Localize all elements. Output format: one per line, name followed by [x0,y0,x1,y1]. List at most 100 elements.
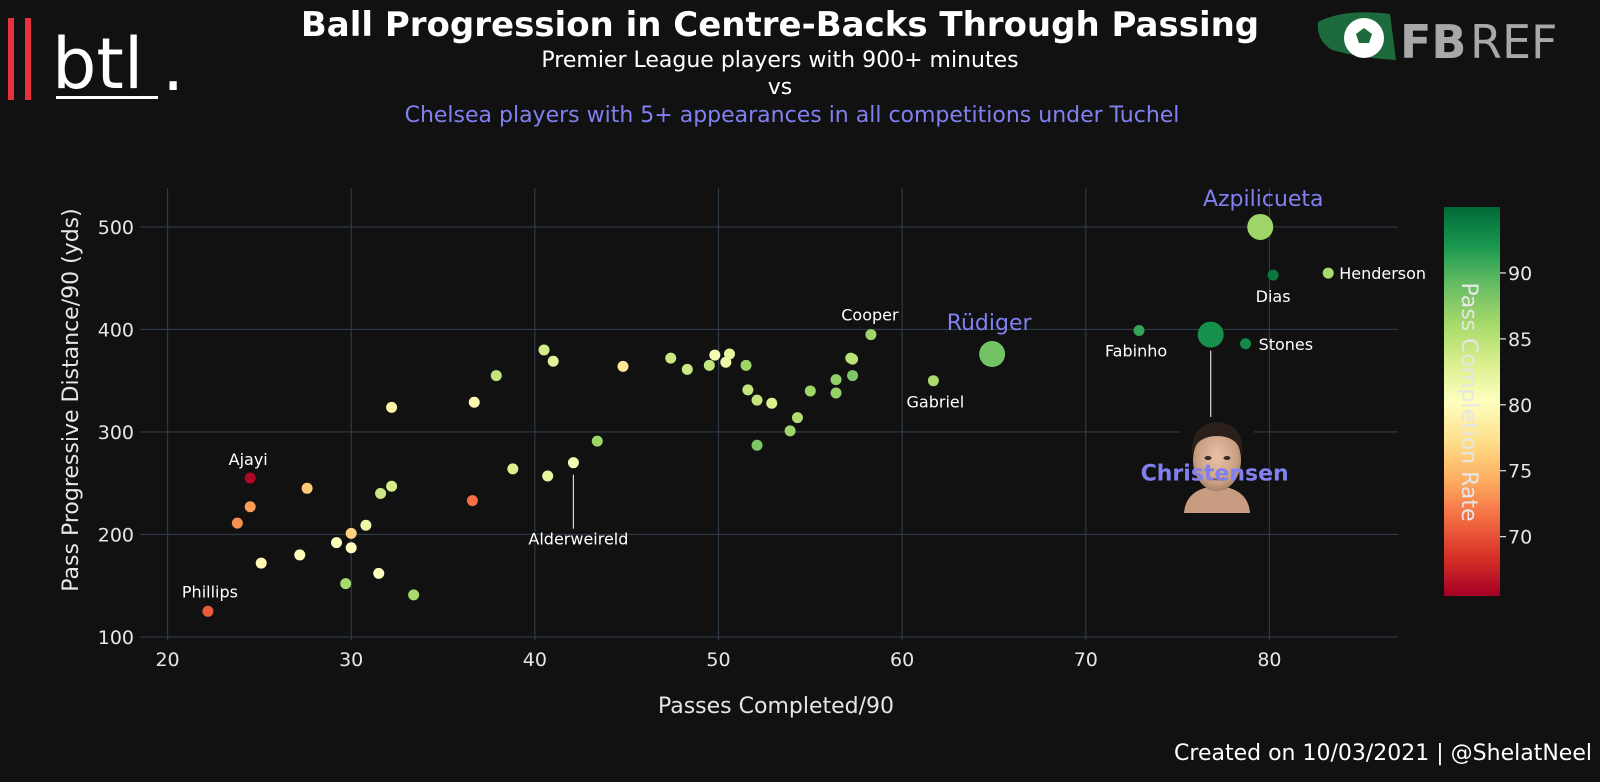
fbref-ref-text: REF [1470,15,1558,69]
data-point-fabinho [1133,324,1145,336]
data-point [345,527,357,539]
data-point [375,487,387,499]
data-point-stones [1240,338,1252,350]
logo-dot: . [162,25,184,107]
data-point [490,370,502,382]
data-point-azpilicueta [1247,213,1274,240]
data-point [294,549,306,561]
y-tick-label: 500 [98,217,134,239]
data-point [507,463,519,475]
label-alderweireld: Alderweireld [528,530,628,549]
colorbar-tick-label: 70 [1508,527,1532,549]
label-gabriel: Gabriel [907,393,965,412]
credit-text: Created on 10/03/2021 | @ShelatNeel [1174,741,1592,766]
chart-subtitle: Premier League players with 900+ minutes [541,48,1018,73]
label-azpilicueta: Azpilicueta [1203,187,1324,212]
data-point [386,480,398,492]
data-point [547,355,559,367]
grid [140,188,1398,640]
ball-patch-icon [1356,28,1372,43]
y-tick-label: 200 [98,524,134,546]
point-labels: Phillips Ajayi Alderweireld Cooper Gabriel Rü… [182,187,1426,601]
data-point [360,519,372,531]
data-point [466,495,478,507]
data-point-alderweireld [567,457,579,469]
x-tick-label: 30 [339,649,363,671]
label-henderson: Henderson [1339,264,1426,283]
label-ajayi: Ajayi [229,450,268,469]
label-cooper: Cooper [841,306,899,325]
data-point [751,394,763,406]
colorbar: 70 75 80 85 90 Pass Completion Rate [1444,207,1532,596]
data-point [468,396,480,408]
x-tick-label: 40 [523,649,547,671]
data-point [830,374,842,386]
fbref-logo: FB REF [1317,12,1558,69]
data-point [386,401,398,413]
data-point [847,370,859,382]
vs-label: vs [768,75,792,100]
data-point-rudiger [979,341,1006,368]
x-tick-label: 20 [155,649,179,671]
colorbar-tick-label: 90 [1508,263,1532,285]
logo-underline [56,96,158,99]
data-point [373,567,385,579]
annotation-leaders [572,350,1212,529]
data-point [720,356,732,368]
colorbar-ticks: 70 75 80 85 90 [1500,263,1532,549]
logo-bar-1 [8,18,14,100]
x-axis-title: Passes Completed/90 [658,694,894,719]
chart-title: Ball Progression in Centre-Backs Through… [301,5,1259,45]
label-stones: Stones [1259,335,1314,354]
x-tick-label: 50 [706,649,730,671]
data-point [751,439,763,451]
data-point-phillips [202,605,214,617]
data-point-gabriel [927,375,939,387]
axis-ticks: 20 30 40 50 60 70 80 100 200 300 400 500 [98,217,1282,671]
fbref-fb-text: FB [1400,15,1466,69]
data-point [724,348,736,360]
data-point [542,470,554,482]
label-phillips: Phillips [182,582,238,601]
data-point-cooper [865,329,877,341]
data-points [202,213,1334,617]
data-point [340,578,352,590]
colorbar-title: Pass Completion Rate [1456,282,1481,521]
data-point [301,482,313,494]
data-point [791,412,803,424]
x-tick-label: 70 [1074,649,1098,671]
data-point-ajayi [244,472,256,484]
data-point-henderson [1322,267,1334,279]
x-tick-label: 80 [1257,649,1281,671]
colorbar-tick-label: 75 [1508,461,1532,483]
label-dias: Dias [1256,287,1291,306]
data-point [766,397,778,409]
data-point [703,359,715,371]
data-point [665,352,677,364]
chart-subtitle-2: Chelsea players with 5+ appearances in a… [405,103,1180,128]
christensen-photo [1180,417,1254,513]
data-point [331,537,343,549]
data-point [255,557,267,569]
data-point [784,425,796,437]
colorbar-tick-label: 80 [1508,395,1532,417]
data-point [538,344,550,356]
data-point [742,384,754,396]
data-point-dias [1267,269,1279,281]
x-tick-label: 60 [890,649,914,671]
colorbar-gradient [1444,207,1500,596]
y-tick-label: 100 [98,627,134,649]
data-point [345,542,357,554]
y-axis-title: Pass Progressive Distance/90 (yds) [59,208,84,591]
data-point [591,435,603,447]
data-point [740,359,752,371]
data-point [847,353,859,365]
logo-bar-2 [25,18,31,100]
label-rudiger: Rüdiger [947,311,1033,336]
data-point [681,363,693,375]
y-tick-label: 300 [98,422,134,444]
data-point [408,589,420,601]
data-point [804,385,816,397]
btl-logo: btl . [8,18,184,107]
